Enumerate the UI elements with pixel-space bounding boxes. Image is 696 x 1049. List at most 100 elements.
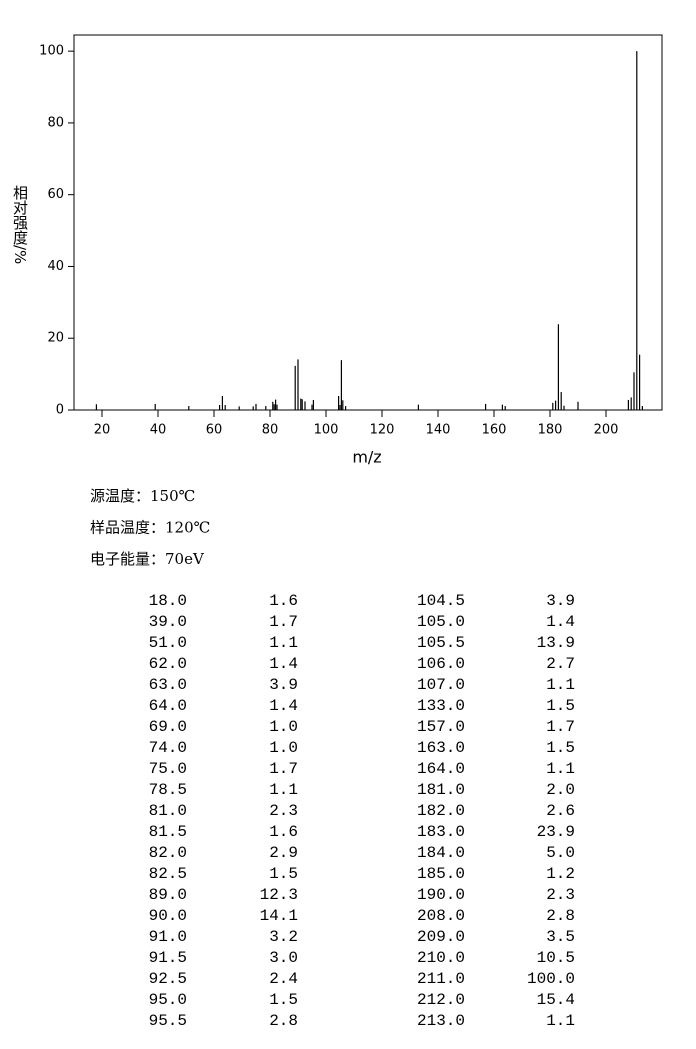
intensity-cell: 1.5 [546, 697, 575, 715]
mz-cell: 91.5 [149, 949, 187, 967]
mz-cell: 75.0 [149, 760, 187, 778]
mz-cell: 95.0 [149, 991, 187, 1009]
mz-cell: 74.0 [149, 739, 187, 757]
intensity-cell: 1.2 [546, 865, 575, 883]
mz-cell: 39.0 [149, 613, 187, 631]
note: 电子能量：70eV [90, 550, 205, 568]
intensity-cell: 2.8 [546, 907, 575, 925]
y-axis-label: 相对强度/% [11, 185, 29, 264]
intensity-cell: 1.1 [269, 634, 298, 652]
intensity-cell: 1.7 [546, 718, 575, 736]
intensity-cell: 2.4 [269, 970, 298, 988]
plot-frame [73, 34, 663, 411]
mz-cell: 90.0 [149, 907, 187, 925]
intensity-cell: 2.0 [546, 781, 575, 799]
mz-cell: 81.0 [149, 802, 187, 820]
intensity-cell: 100.0 [527, 970, 575, 988]
mz-cell: 163.0 [417, 739, 465, 757]
intensity-cell: 1.4 [269, 697, 298, 715]
y-tick-label: 20 [47, 331, 64, 346]
mz-cell: 81.5 [149, 823, 187, 841]
mz-cell: 92.5 [149, 970, 187, 988]
mz-cell: 164.0 [417, 760, 465, 778]
intensity-cell: 14.1 [260, 907, 298, 925]
mz-cell: 182.0 [417, 802, 465, 820]
intensity-cell: 1.5 [269, 991, 298, 1009]
intensity-cell: 3.2 [269, 928, 298, 946]
mz-cell: 133.0 [417, 697, 465, 715]
mz-cell: 91.0 [149, 928, 187, 946]
mz-cell: 185.0 [417, 865, 465, 883]
y-tick-label: 40 [47, 259, 64, 274]
intensity-cell: 1.5 [269, 865, 298, 883]
x-tick-label: 160 [482, 423, 507, 438]
intensity-cell: 1.0 [269, 739, 298, 757]
intensity-cell: 1.0 [269, 718, 298, 736]
x-axis-label: m/z [352, 448, 381, 467]
x-tick-label: 180 [538, 423, 563, 438]
mz-cell: 69.0 [149, 718, 187, 736]
intensity-cell: 1.1 [546, 676, 575, 694]
intensity-cell: 1.4 [269, 655, 298, 673]
intensity-cell: 1.6 [269, 823, 298, 841]
intensity-cell: 10.5 [537, 949, 575, 967]
mz-cell: 82.0 [149, 844, 187, 862]
intensity-cell: 2.9 [269, 844, 298, 862]
mz-cell: 212.0 [417, 991, 465, 1009]
x-tick-label: 140 [426, 423, 451, 438]
mz-cell: 208.0 [417, 907, 465, 925]
y-tick-label: 60 [47, 187, 64, 202]
intensity-cell: 23.9 [537, 823, 575, 841]
note: 样品温度：120℃ [90, 519, 210, 537]
mz-cell: 183.0 [417, 823, 465, 841]
mz-cell: 209.0 [417, 928, 465, 946]
intensity-cell: 1.1 [546, 1012, 575, 1030]
intensity-cell: 15.4 [537, 991, 575, 1009]
mz-cell: 190.0 [417, 886, 465, 904]
x-tick-label: 40 [150, 423, 167, 438]
mz-cell: 105.5 [417, 634, 465, 652]
mz-cell: 95.5 [149, 1012, 187, 1030]
intensity-cell: 3.9 [546, 592, 575, 610]
intensity-cell: 3.0 [269, 949, 298, 967]
mz-cell: 62.0 [149, 655, 187, 673]
intensity-cell: 1.7 [269, 613, 298, 631]
mz-cell: 107.0 [417, 676, 465, 694]
intensity-cell: 1.1 [546, 760, 575, 778]
x-tick-label: 20 [94, 423, 111, 438]
mz-cell: 64.0 [149, 697, 187, 715]
y-tick-label: 0 [56, 403, 64, 418]
intensity-cell: 3.5 [546, 928, 575, 946]
mz-cell: 210.0 [417, 949, 465, 967]
mz-cell: 181.0 [417, 781, 465, 799]
mz-cell: 63.0 [149, 676, 187, 694]
mz-cell: 157.0 [417, 718, 465, 736]
intensity-cell: 2.3 [269, 802, 298, 820]
x-tick-label: 100 [314, 423, 339, 438]
intensity-cell: 1.4 [546, 613, 575, 631]
intensity-cell: 13.9 [537, 634, 575, 652]
mz-cell: 78.5 [149, 781, 187, 799]
mz-cell: 106.0 [417, 655, 465, 673]
intensity-cell: 1.7 [269, 760, 298, 778]
mz-cell: 184.0 [417, 844, 465, 862]
intensity-cell: 1.6 [269, 592, 298, 610]
x-tick-label: 80 [262, 423, 279, 438]
y-tick-label: 80 [47, 115, 64, 130]
intensity-cell: 1.5 [546, 739, 575, 757]
mz-cell: 89.0 [149, 886, 187, 904]
mz-cell: 104.5 [417, 592, 465, 610]
intensity-cell: 2.6 [546, 802, 575, 820]
intensity-cell: 2.7 [546, 655, 575, 673]
mz-cell: 82.5 [149, 865, 187, 883]
intensity-cell: 5.0 [546, 844, 575, 862]
intensity-cell: 1.1 [269, 781, 298, 799]
mz-cell: 105.0 [417, 613, 465, 631]
intensity-cell: 2.3 [546, 886, 575, 904]
mz-cell: 18.0 [149, 592, 187, 610]
x-tick-label: 60 [206, 423, 223, 438]
intensity-cell: 3.9 [269, 676, 298, 694]
mz-cell: 213.0 [417, 1012, 465, 1030]
y-tick-label: 100 [39, 44, 64, 59]
